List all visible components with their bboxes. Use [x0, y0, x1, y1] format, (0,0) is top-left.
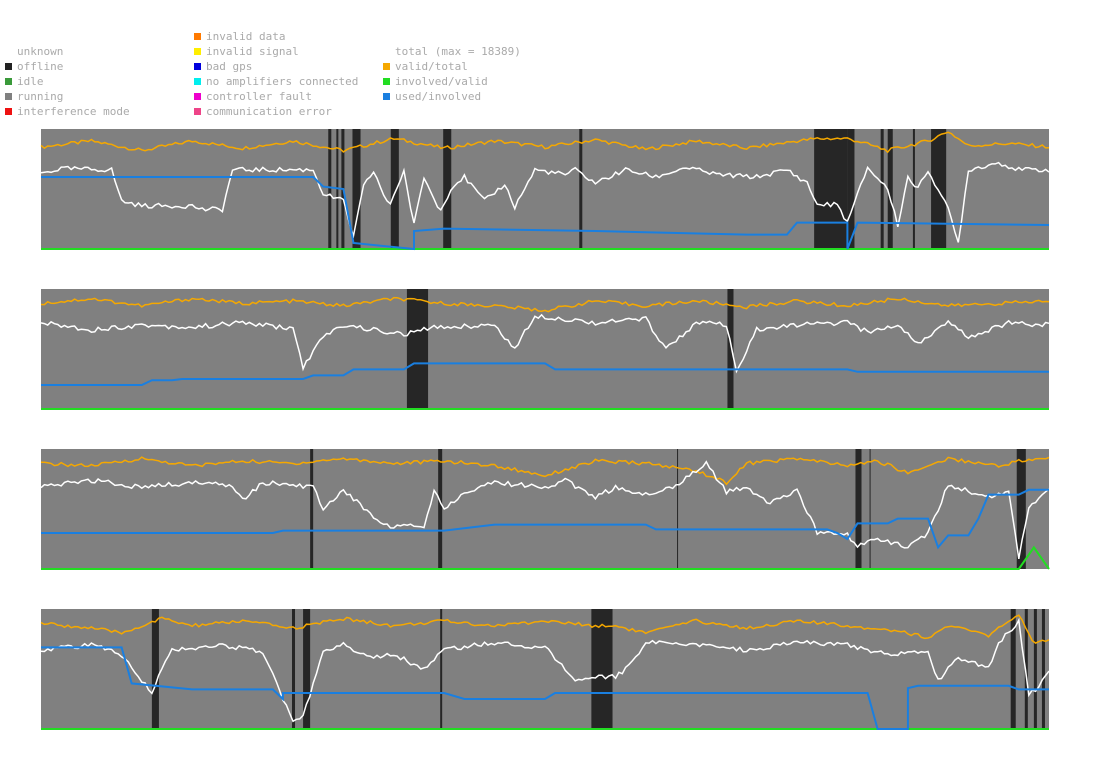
legend-label: invalid data	[206, 30, 286, 43]
chart-panel-1	[40, 129, 1050, 251]
legend-swatch	[194, 78, 201, 85]
legend-swatch	[194, 63, 201, 70]
used-involved-line	[41, 646, 1049, 730]
legend-swatch	[383, 93, 390, 100]
offline-segment	[291, 609, 296, 729]
valid-total-line	[40, 131, 1050, 154]
legend-item: idle	[5, 74, 130, 89]
legend-swatch	[5, 78, 12, 85]
running-background	[41, 449, 1049, 569]
offline-segment	[869, 449, 871, 569]
legend-label: controller fault	[206, 90, 312, 103]
legend-item: used/involved	[383, 89, 521, 104]
legend-item: unknown	[5, 44, 130, 59]
legend-label: communication error	[206, 105, 332, 118]
legend-item: involved/valid	[383, 74, 521, 89]
valid-total-line	[40, 456, 1050, 486]
legend-item: no amplifiers connected	[194, 74, 358, 89]
legend-swatch	[194, 108, 201, 115]
offline-segment	[880, 129, 884, 249]
legend-label: offline	[17, 60, 64, 73]
total-line	[40, 313, 1050, 374]
chart-panel-2	[40, 289, 1050, 410]
offline-segment	[390, 129, 399, 249]
legend-swatch	[194, 33, 201, 40]
legend-label: valid/total	[395, 60, 468, 73]
legend-item: valid/total	[383, 59, 521, 74]
legend-swatch	[194, 48, 201, 55]
legend-swatch	[5, 108, 12, 115]
offline-segment	[591, 609, 613, 729]
legend-item: controller fault	[194, 89, 358, 104]
legend-item: invalid signal	[194, 44, 358, 59]
offline-segment	[406, 289, 429, 409]
legend-label: bad gps	[206, 60, 253, 73]
legend-label: running	[17, 90, 64, 103]
offline-segment	[151, 609, 159, 729]
valid-total-line	[40, 296, 1050, 313]
legend-status-column: unknown offline idle running interference mo…	[5, 44, 130, 119]
used-involved-line	[41, 362, 1049, 386]
legend-label: involved/valid	[395, 75, 488, 88]
valid-total-line	[40, 614, 1050, 644]
legend-label: total (max = 18389)	[395, 45, 521, 58]
offline-segment	[1016, 449, 1026, 569]
legend-item: bad gps	[194, 59, 358, 74]
used-involved-line	[41, 488, 1049, 550]
offline-segment	[814, 129, 848, 249]
offline-segment	[438, 449, 443, 569]
legend-item: running	[5, 89, 130, 104]
legend-errors-column: invalid data invalid signal bad gps no ampl…	[194, 29, 358, 119]
offline-segment	[912, 129, 915, 249]
legend-swatch	[383, 63, 390, 70]
offline-segment	[847, 129, 855, 249]
offline-segment	[1024, 609, 1028, 729]
legend-swatch	[383, 48, 390, 55]
legend-label: invalid signal	[206, 45, 299, 58]
offline-segment	[328, 129, 332, 249]
legend-item: invalid data	[194, 29, 358, 44]
total-line	[40, 460, 1050, 560]
offline-segment	[440, 609, 443, 729]
legend-label: used/involved	[395, 90, 482, 103]
used-involved-line	[41, 176, 1050, 251]
legend-label: no amplifiers connected	[206, 75, 359, 88]
legend-item: communication error	[194, 104, 358, 119]
legend-item: total (max = 18389)	[383, 44, 521, 59]
offline-segment	[677, 449, 679, 569]
total-line	[40, 617, 1050, 723]
offline-segment	[1033, 609, 1037, 729]
offline-segment	[727, 289, 734, 409]
legend-label: interference mode	[17, 105, 130, 118]
legend-label: idle	[17, 75, 44, 88]
running-background	[41, 289, 1049, 409]
offline-segment	[579, 129, 583, 249]
chart-panel-4	[40, 609, 1050, 730]
total-line	[40, 161, 1050, 243]
offline-segment	[887, 129, 893, 249]
chart-panel-3	[40, 449, 1050, 570]
legend-swatch	[5, 48, 12, 55]
offline-segment	[1010, 609, 1016, 729]
legend-ratios-column: total (max = 18389) valid/total involved/v…	[383, 44, 521, 104]
offline-segment	[310, 449, 314, 569]
offline-segment	[303, 609, 311, 729]
involved-valid-line	[41, 545, 1050, 570]
offline-segment	[855, 449, 862, 569]
legend-item: offline	[5, 59, 130, 74]
legend-swatch	[5, 63, 12, 70]
legend-swatch	[5, 93, 12, 100]
legend-swatch	[194, 93, 201, 100]
offline-segment	[352, 129, 361, 249]
offline-segment	[1041, 609, 1045, 729]
offline-segment	[931, 129, 947, 249]
legend-label: unknown	[17, 45, 64, 58]
legend-item: interference mode	[5, 104, 130, 119]
legend-swatch	[383, 78, 390, 85]
offline-segment	[443, 129, 452, 249]
